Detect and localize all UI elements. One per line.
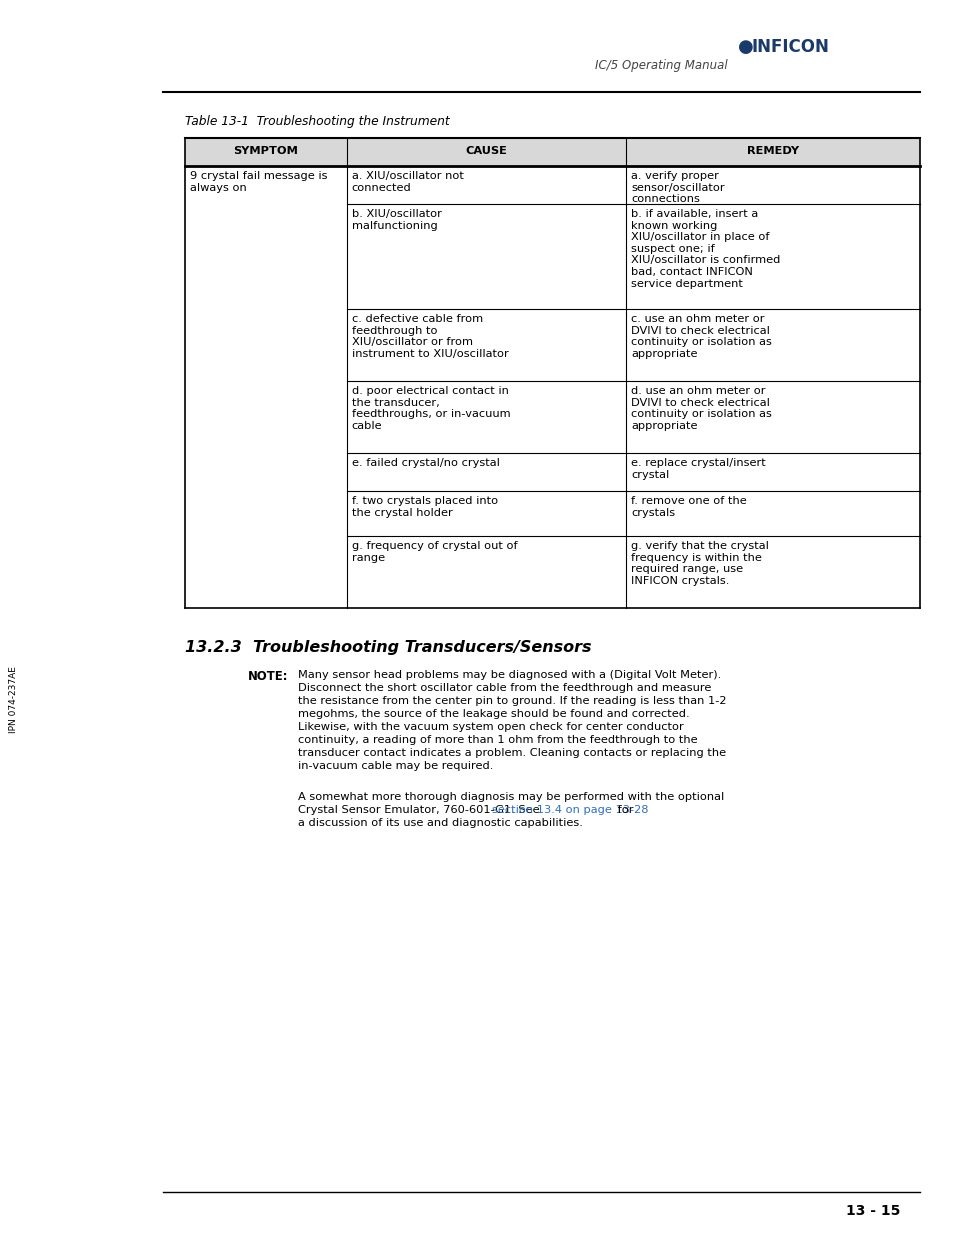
- Text: CAUSE: CAUSE: [465, 146, 507, 156]
- Text: megohms, the source of the leakage should be found and corrected.: megohms, the source of the leakage shoul…: [297, 709, 689, 719]
- Text: section 13.4 on page 13-28: section 13.4 on page 13-28: [491, 805, 647, 815]
- Text: a. XIU/oscillator not
connected: a. XIU/oscillator not connected: [352, 170, 463, 193]
- Text: in-vacuum cable may be required.: in-vacuum cable may be required.: [297, 761, 493, 771]
- Text: IPN 074-237AE: IPN 074-237AE: [10, 667, 18, 734]
- Bar: [346, 138, 625, 165]
- Text: d. poor electrical contact in
the transducer,
feedthroughs, or in-vacuum
cable: d. poor electrical contact in the transd…: [352, 387, 510, 431]
- Bar: [625, 138, 919, 165]
- Text: NOTE:: NOTE:: [248, 671, 288, 683]
- Text: Disconnect the short oscillator cable from the feedthrough and measure: Disconnect the short oscillator cable fr…: [297, 683, 711, 693]
- Text: 9 crystal fail message is
always on: 9 crystal fail message is always on: [190, 170, 327, 193]
- Text: transducer contact indicates a problem. Cleaning contacts or replacing the: transducer contact indicates a problem. …: [297, 748, 725, 758]
- Text: for: for: [614, 805, 633, 815]
- Text: a discussion of its use and diagnostic capabilities.: a discussion of its use and diagnostic c…: [297, 818, 582, 827]
- Text: g. verify that the crystal
frequency is within the
required range, use
INFICON c: g. verify that the crystal frequency is …: [630, 541, 768, 585]
- Text: b. XIU/oscillator
malfunctioning: b. XIU/oscillator malfunctioning: [352, 209, 441, 231]
- Text: g. frequency of crystal out of
range: g. frequency of crystal out of range: [352, 541, 517, 563]
- Text: Likewise, with the vacuum system open check for center conductor: Likewise, with the vacuum system open ch…: [297, 722, 683, 732]
- Text: IC/5 Operating Manual: IC/5 Operating Manual: [595, 59, 727, 72]
- Text: a. verify proper
sensor/oscillator
connections: a. verify proper sensor/oscillator conne…: [630, 170, 724, 204]
- Text: Many sensor head problems may be diagnosed with a (Digital Volt Meter).: Many sensor head problems may be diagnos…: [297, 671, 720, 680]
- Text: ●: ●: [738, 38, 753, 56]
- Text: SYMPTOM: SYMPTOM: [233, 146, 298, 156]
- Text: INFICON: INFICON: [751, 38, 829, 56]
- Text: Table 13-1  Troubleshooting the Instrument: Table 13-1 Troubleshooting the Instrumen…: [185, 115, 449, 128]
- Bar: [185, 138, 346, 165]
- Text: c. defective cable from
feedthrough to
XIU/oscillator or from
instrument to XIU/: c. defective cable from feedthrough to X…: [352, 314, 508, 359]
- Text: Crystal Sensor Emulator, 760-601-G1. See: Crystal Sensor Emulator, 760-601-G1. See: [297, 805, 542, 815]
- Text: f. remove one of the
crystals: f. remove one of the crystals: [630, 496, 746, 517]
- Text: e. replace crystal/insert
crystal: e. replace crystal/insert crystal: [630, 458, 765, 479]
- Text: 13 - 15: 13 - 15: [844, 1204, 899, 1218]
- Text: 13.2.3  Troubleshooting Transducers/Sensors: 13.2.3 Troubleshooting Transducers/Senso…: [185, 640, 591, 655]
- Text: the resistance from the center pin to ground. If the reading is less than 1-2: the resistance from the center pin to gr…: [297, 697, 726, 706]
- Text: d. use an ohm meter or
DVIVI to check electrical
continuity or isolation as
appr: d. use an ohm meter or DVIVI to check el…: [630, 387, 771, 431]
- Text: A somewhat more thorough diagnosis may be performed with the optional: A somewhat more thorough diagnosis may b…: [297, 792, 723, 802]
- Text: continuity, a reading of more than 1 ohm from the feedthrough to the: continuity, a reading of more than 1 ohm…: [297, 735, 697, 745]
- Text: b. if available, insert a
known working
XIU/oscillator in place of
suspect one; : b. if available, insert a known working …: [630, 209, 780, 289]
- Text: REMEDY: REMEDY: [746, 146, 799, 156]
- Text: e. failed crystal/no crystal: e. failed crystal/no crystal: [352, 458, 499, 468]
- Text: c. use an ohm meter or
DVIVI to check electrical
continuity or isolation as
appr: c. use an ohm meter or DVIVI to check el…: [630, 314, 771, 359]
- Text: f. two crystals placed into
the crystal holder: f. two crystals placed into the crystal …: [352, 496, 497, 517]
